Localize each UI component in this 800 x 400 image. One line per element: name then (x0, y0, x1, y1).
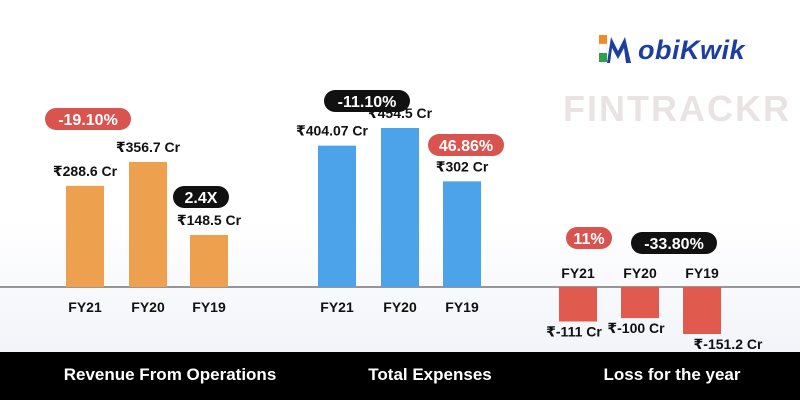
footer-label-expenses: Total Expenses (368, 365, 492, 384)
revenue-annotation-2: 2.4X (185, 190, 218, 207)
loss-annotation-2: -33.80% (644, 236, 704, 253)
expenses-category-label-fy19: FY19 (445, 299, 479, 315)
expenses-category-label-fy20: FY20 (383, 299, 417, 315)
expenses-annotation-1-bg (324, 90, 410, 112)
loss-value-label-fy19: ₹-151.2 Cr (694, 336, 763, 352)
brand-name: obiKwik (638, 34, 746, 65)
expenses-value-label-fy21: ₹404.07 Cr (296, 123, 369, 139)
revenue-annotation-1-bg (45, 108, 131, 130)
expenses-annotation-1: -11.10% (338, 94, 397, 111)
loss-annotation-1-bg (566, 227, 612, 249)
revenue-value-label-fy20: ₹356.7 Cr (116, 139, 181, 155)
revenue-annotation-1: -19.10% (58, 112, 118, 129)
revenue-category-label-fy20: FY20 (131, 299, 165, 315)
revenue-annotation-2-bg (173, 186, 229, 208)
footer-bar: Revenue From Operations Total Expenses L… (0, 352, 800, 400)
expenses-bar-fy21 (318, 145, 356, 287)
revenue-bar-fy20 (129, 162, 167, 287)
loss-value-label-fy21: ₹-111 Cr (546, 324, 602, 340)
loss-category-label-fy21: FY21 (561, 265, 595, 281)
loss-bar-fy21 (559, 287, 597, 322)
expenses-category-label-fy21: FY21 (320, 299, 354, 315)
expenses-bar-fy19 (443, 181, 481, 287)
loss-annotation-1: 11% (573, 231, 604, 248)
revenue-value-label-fy19: ₹148.5 Cr (177, 212, 242, 228)
loss-value-label-fy20: ₹-100 Cr (607, 320, 665, 336)
revenue-bar-fy21 (66, 185, 104, 287)
expenses-annotation-2: 46.86% (439, 138, 493, 155)
mobikwik-m-icon (598, 31, 636, 69)
loss-annotation-2-bg (631, 232, 717, 254)
revenue-value-label-fy21: ₹288.6 Cr (53, 163, 118, 179)
expenses-value-label-fy19: ₹302 Cr (436, 158, 489, 174)
footer-label-loss: Loss for the year (603, 365, 741, 384)
revenue-category-label-fy19: FY19 (192, 299, 226, 315)
mobikwik-logo: obiKwik (598, 28, 788, 72)
loss-bar-fy20 (621, 287, 659, 319)
loss-category-label-fy19: FY19 (685, 265, 719, 281)
revenue-bar-fy19 (190, 234, 228, 287)
expenses-bar-fy20 (381, 128, 419, 287)
footer-label-revenue: Revenue From Operations (63, 365, 277, 384)
loss-category-label-fy20: FY20 (623, 265, 657, 281)
revenue-category-label-fy21: FY21 (68, 299, 102, 315)
fintrackr-watermark: FINTRACKR (563, 88, 791, 129)
expenses-annotation-2-bg (428, 134, 504, 156)
loss-bar-fy19 (683, 287, 721, 334)
